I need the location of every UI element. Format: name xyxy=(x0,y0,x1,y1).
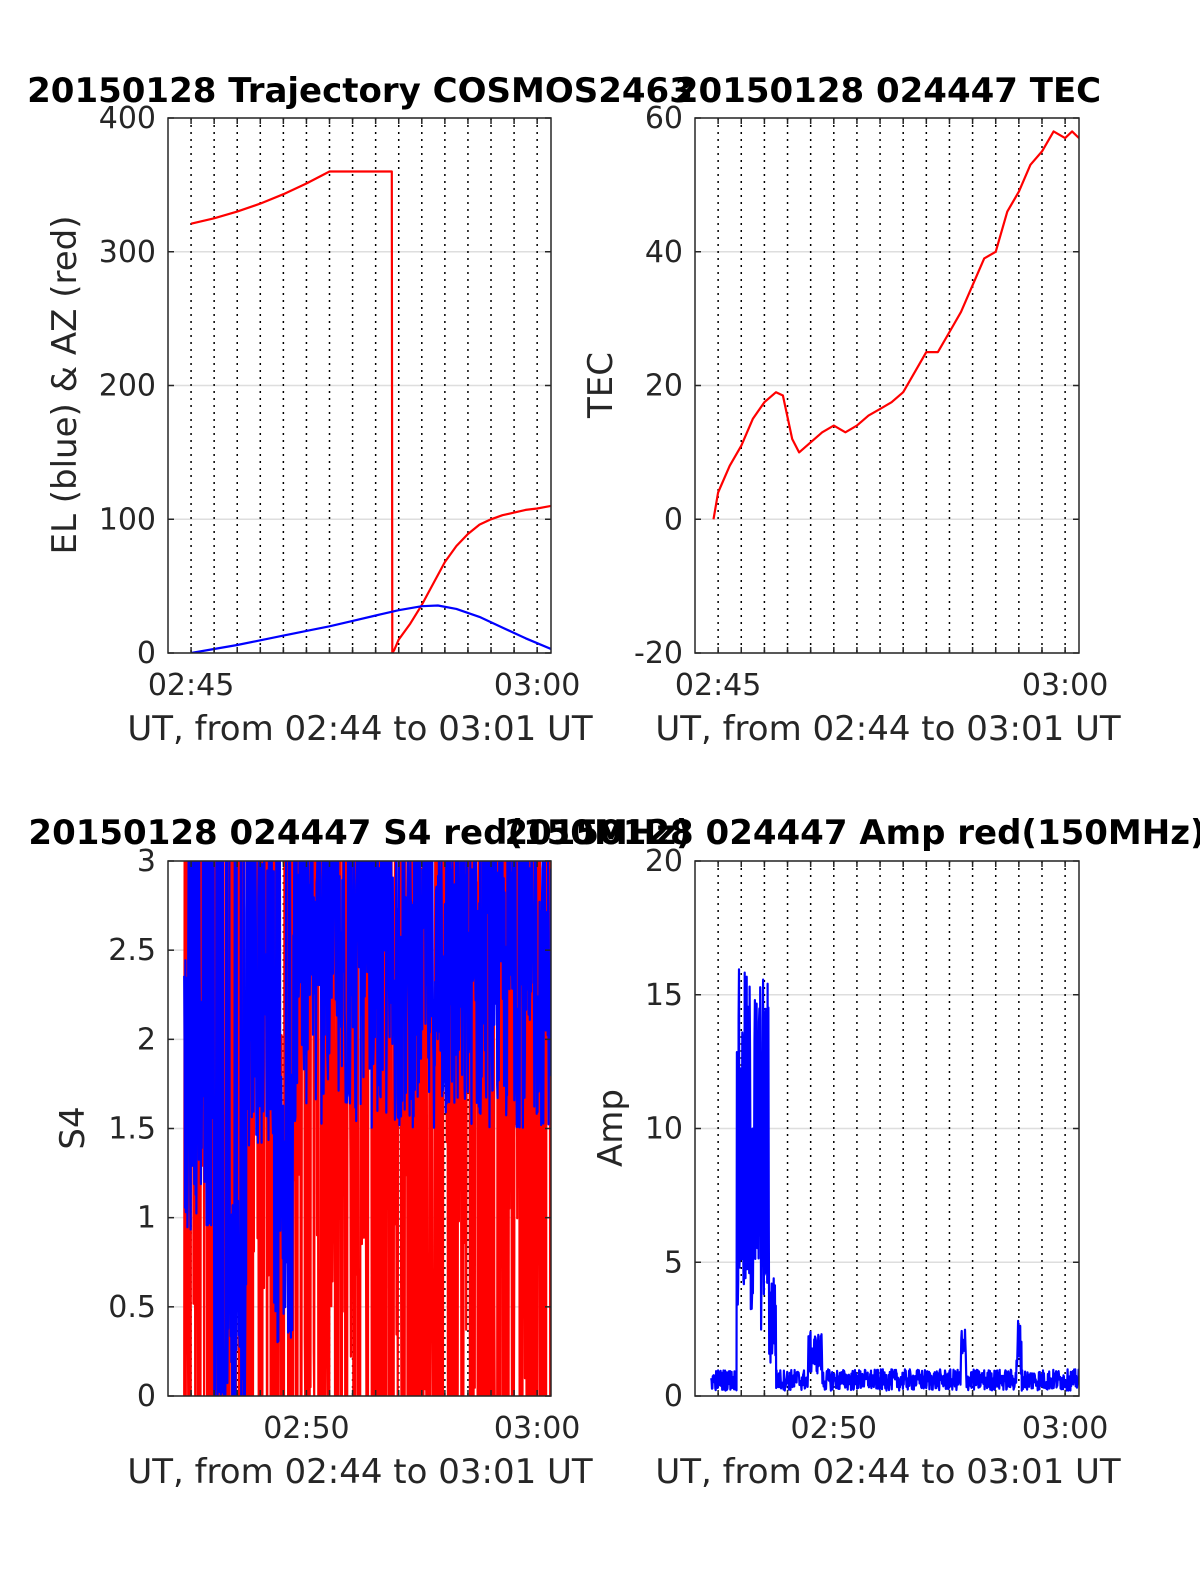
trajectory-x-label: UT, from 02:44 to 03:01 UT xyxy=(127,709,593,749)
blue-series-line xyxy=(183,861,551,1396)
trajectory-title: 20150128 Trajectory COSMOS2463 xyxy=(27,71,693,111)
blue-series-line xyxy=(190,604,551,653)
y-tick-label: 20 xyxy=(645,369,683,404)
amp-x-label: UT, from 02:44 to 03:01 UT xyxy=(655,1452,1121,1492)
x-tick-label: 02:45 xyxy=(148,668,234,703)
trajectory-y-label: EL (blue) & AZ (red) xyxy=(45,215,85,554)
s4-plot-area: 0 0.5 1 1.5 2 2.5 3 02:50 03:00 xyxy=(108,844,580,1446)
y-tick-label: 300 xyxy=(99,235,156,270)
s4-y-label: S4 xyxy=(53,1106,93,1149)
x-tick-label: 03:00 xyxy=(1022,668,1108,703)
tec-plot-area: -20 0 20 40 60 02:45 03:00 xyxy=(634,101,1108,703)
y-tick-label: 1.5 xyxy=(108,1112,156,1147)
y-tick-label: 0 xyxy=(664,502,683,537)
series-group xyxy=(183,861,551,1396)
y-tick-label: 100 xyxy=(99,502,156,537)
x-tick-label: 03:00 xyxy=(1022,1411,1108,1446)
y-tick-label: 1 xyxy=(137,1201,156,1236)
y-tick-label: 3 xyxy=(137,844,156,879)
y-tick-label: 60 xyxy=(645,101,683,136)
tec-title: 20150128 024447 TEC xyxy=(675,71,1101,111)
s4-x-label: UT, from 02:44 to 03:01 UT xyxy=(127,1452,593,1492)
red-series-line xyxy=(712,130,1079,520)
y-tick-label: 0.5 xyxy=(108,1290,156,1325)
series-group xyxy=(190,170,551,653)
series-group xyxy=(710,968,1079,1392)
y-tick-label: 0 xyxy=(137,636,156,671)
x-tick-label: 02:50 xyxy=(263,1411,349,1446)
y-tick-label: 200 xyxy=(99,369,156,404)
trajectory-panel: 20150128 Trajectory COSMOS2463 UT, from … xyxy=(27,71,693,749)
s4-title: 20150128 024447 S4 red(150MHz) xyxy=(28,813,691,853)
y-tick-label: -20 xyxy=(634,636,683,671)
x-tick-label: 03:00 xyxy=(494,668,580,703)
amp-plot-area: 0 5 10 15 20 02:50 03:00 xyxy=(645,844,1109,1446)
series-group xyxy=(712,130,1079,520)
y-tick-label: 2 xyxy=(137,1022,156,1057)
x-tick-label: 02:45 xyxy=(675,668,761,703)
y-tick-label: 5 xyxy=(664,1245,683,1280)
red-series-line xyxy=(190,170,551,653)
s4-panel: 20150128 024447 S4 red(150MHz) UT, from … xyxy=(28,813,691,1492)
blue-series-line xyxy=(710,968,1079,1392)
y-tick-label: 40 xyxy=(645,235,683,270)
tec-panel: 20150128 024447 TEC UT, from 02:44 to 03… xyxy=(581,71,1121,749)
trajectory-plot-area: 0 100 200 300 400 02:45 03:00 xyxy=(99,101,581,703)
y-tick-label: 15 xyxy=(645,978,683,1013)
y-tick-label: 10 xyxy=(645,1112,683,1147)
tec-x-label: UT, from 02:44 to 03:01 UT xyxy=(655,709,1121,749)
tec-y-label: TEC xyxy=(581,352,621,419)
y-tick-label: 20 xyxy=(645,844,683,879)
y-tick-label: 0 xyxy=(137,1379,156,1414)
amp-title: 20150128 024447 Amp red(150MHz) xyxy=(504,813,1200,853)
x-tick-label: 03:00 xyxy=(494,1411,580,1446)
amp-panel: 20150128 024447 Amp red(150MHz) UT, from… xyxy=(504,813,1200,1492)
y-tick-label: 400 xyxy=(99,101,156,136)
y-tick-label: 2.5 xyxy=(108,933,156,968)
amp-y-label: Amp xyxy=(591,1089,631,1167)
x-tick-label: 02:50 xyxy=(791,1411,877,1446)
y-tick-label: 0 xyxy=(664,1379,683,1414)
